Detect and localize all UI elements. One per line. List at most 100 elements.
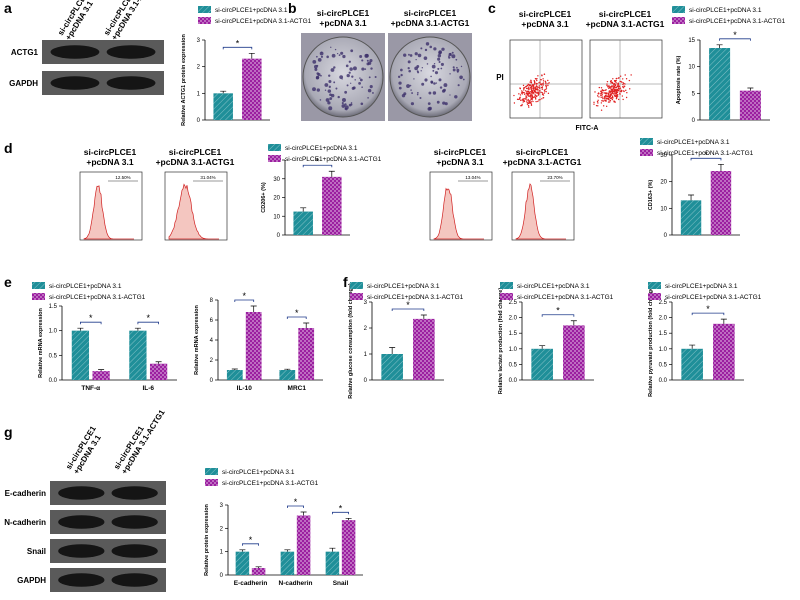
flow-event bbox=[533, 96, 535, 99]
y-tick-label: 0.0 bbox=[509, 378, 518, 384]
blot-band bbox=[111, 573, 158, 587]
colony bbox=[320, 74, 322, 77]
colony bbox=[456, 68, 460, 72]
y-tick-label: 0 bbox=[210, 378, 214, 384]
colony bbox=[420, 47, 423, 50]
legend-label: si-circPLCE1+pcDNA 3.1 bbox=[222, 469, 295, 476]
colony bbox=[407, 67, 410, 70]
error-bar bbox=[231, 368, 238, 370]
error-bar bbox=[284, 549, 291, 552]
y-tick-label: 1 bbox=[197, 91, 201, 97]
flow-event bbox=[616, 83, 618, 85]
colony bbox=[340, 51, 344, 55]
significance-bracket bbox=[391, 308, 425, 311]
error-bar bbox=[300, 511, 307, 516]
y-tick-label: 2 bbox=[197, 65, 201, 71]
flow-event bbox=[597, 102, 599, 104]
blot-band bbox=[58, 573, 105, 587]
flow-event bbox=[611, 95, 614, 97]
y-axis-label: Relative protein expression bbox=[204, 503, 210, 575]
flow-event bbox=[545, 88, 547, 91]
colony bbox=[449, 94, 451, 96]
flow-event bbox=[630, 74, 632, 76]
x-tick-label: N-cadherin bbox=[279, 580, 313, 587]
flow-event bbox=[620, 89, 623, 92]
blot-band bbox=[58, 515, 105, 529]
flow-event bbox=[621, 81, 623, 84]
blot-band bbox=[50, 76, 100, 90]
flow-event bbox=[543, 90, 546, 92]
y-tick-label: 3 bbox=[197, 38, 201, 44]
flow-event bbox=[625, 89, 627, 92]
flow-event bbox=[532, 87, 535, 89]
bar-pattern bbox=[341, 520, 356, 575]
flow-event bbox=[531, 90, 533, 92]
flow-event bbox=[533, 89, 536, 92]
flow-event bbox=[606, 98, 608, 100]
flow-event bbox=[623, 90, 625, 93]
flow-event bbox=[547, 84, 549, 87]
flow-event bbox=[538, 91, 540, 93]
bar-pattern bbox=[710, 171, 732, 235]
flow-event bbox=[600, 109, 603, 111]
y-tick-label: 2 bbox=[220, 526, 224, 532]
colony bbox=[452, 66, 455, 69]
flow-event bbox=[612, 93, 615, 95]
colony bbox=[436, 100, 440, 104]
flow-event bbox=[544, 80, 547, 82]
flow-event bbox=[541, 91, 543, 94]
flow-event bbox=[542, 94, 545, 96]
flow-event bbox=[617, 84, 619, 86]
significance-bracket bbox=[302, 164, 333, 168]
y-tick-label: 6 bbox=[210, 318, 214, 324]
caption: +pcDNA 3.1 bbox=[86, 157, 133, 167]
histogram-curve bbox=[433, 187, 484, 240]
colony bbox=[438, 78, 442, 82]
flow-event bbox=[530, 103, 533, 105]
flow-event bbox=[545, 87, 548, 89]
flow-event bbox=[516, 98, 519, 101]
flow-event bbox=[519, 87, 521, 89]
histogram bbox=[429, 171, 493, 241]
flow-event bbox=[618, 77, 620, 79]
flow-event bbox=[609, 99, 612, 102]
bar-pattern bbox=[322, 176, 342, 235]
flow-event bbox=[625, 78, 628, 80]
bar-pattern bbox=[681, 348, 703, 380]
flow-event bbox=[522, 101, 524, 103]
y-tick-label: 10 bbox=[660, 206, 667, 212]
flow-event bbox=[522, 84, 525, 87]
flow-event bbox=[605, 94, 607, 97]
flow-event bbox=[538, 99, 540, 101]
flow-event bbox=[614, 83, 616, 86]
flow-event bbox=[528, 101, 530, 103]
colony bbox=[416, 91, 419, 94]
colony bbox=[335, 87, 338, 90]
caption: +pcDNA 3.1 bbox=[319, 18, 366, 28]
blot-row-label: ACTG1 bbox=[11, 48, 39, 57]
flow-event bbox=[611, 90, 613, 92]
flow-event bbox=[527, 87, 529, 90]
legend-label: si-circPLCE1+pcDNA 3.1 bbox=[517, 283, 590, 290]
flow-event bbox=[526, 92, 528, 94]
legend-swatch-pattern bbox=[640, 149, 653, 156]
flow-event bbox=[541, 75, 543, 77]
flow-event bbox=[523, 87, 525, 89]
colony bbox=[416, 93, 419, 96]
annotation: * bbox=[316, 156, 320, 166]
flow-event bbox=[605, 89, 607, 91]
flow-event bbox=[538, 82, 540, 84]
bar-pattern bbox=[325, 551, 340, 575]
colony bbox=[426, 63, 429, 65]
error-bar bbox=[720, 318, 727, 324]
flow-event bbox=[525, 95, 527, 97]
colony bbox=[416, 70, 419, 72]
y-axis-label: Relative ACTG1 protein expression bbox=[181, 33, 187, 125]
x-tick-label: IL-6 bbox=[142, 385, 154, 392]
flow-event bbox=[614, 90, 616, 93]
flow-event bbox=[623, 82, 625, 85]
legend-label: si-circPLCE1+pcDNA 3.1-ACTG1 bbox=[657, 150, 754, 157]
flow-event bbox=[614, 88, 616, 90]
annotation: * bbox=[89, 313, 93, 323]
